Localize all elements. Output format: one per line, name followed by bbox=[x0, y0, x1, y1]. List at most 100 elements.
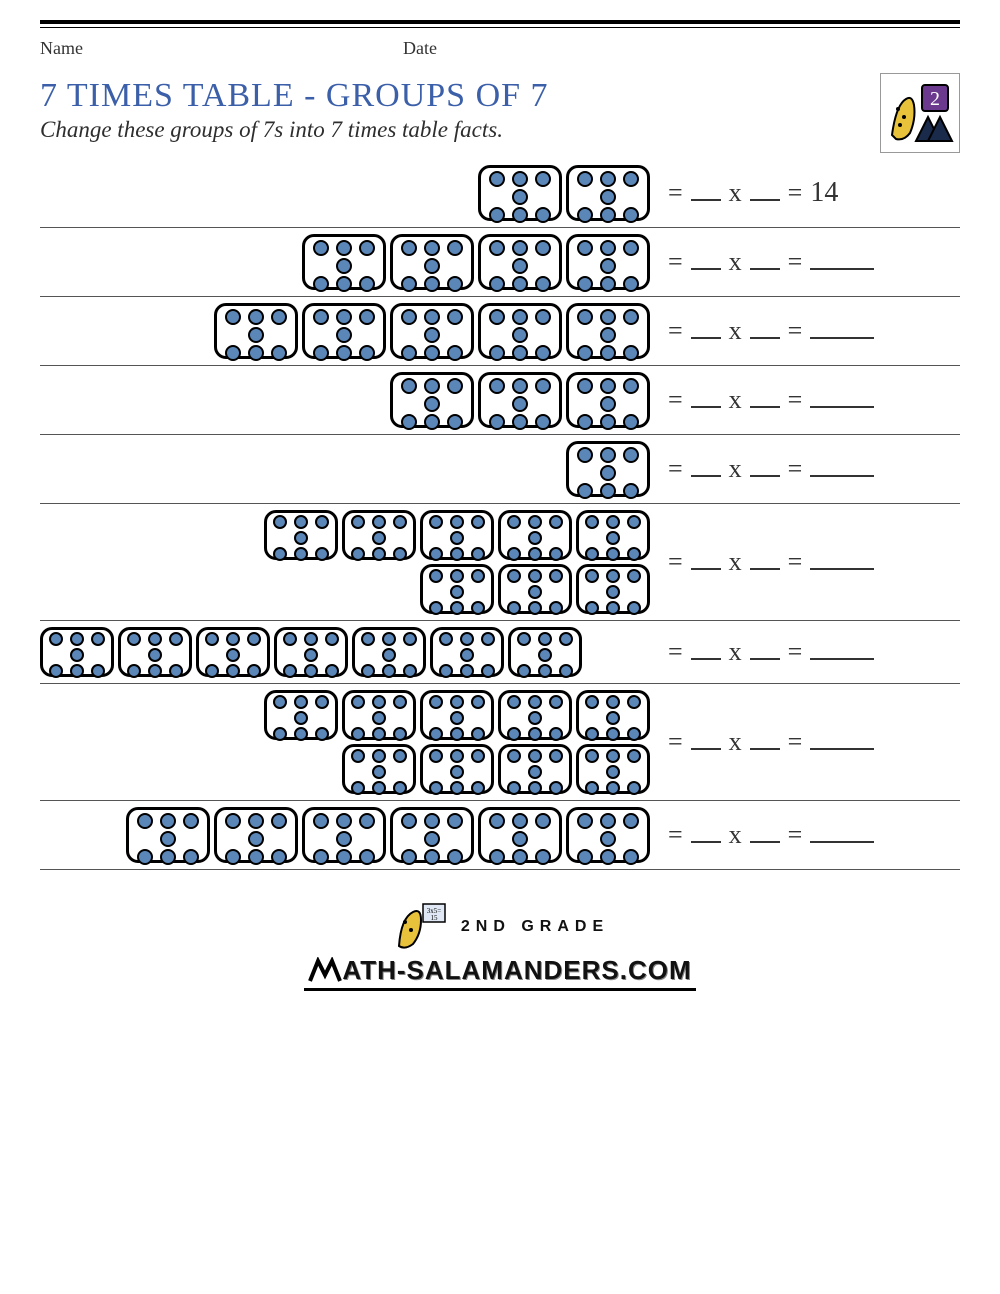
seven-tile bbox=[478, 303, 562, 359]
seven-tile bbox=[40, 627, 114, 677]
tiles-area bbox=[40, 165, 660, 221]
tiles-area bbox=[40, 372, 660, 428]
answer-blank[interactable] bbox=[810, 457, 874, 477]
equals-sign: = bbox=[788, 316, 803, 346]
seven-tile bbox=[302, 234, 386, 290]
seven-tile bbox=[498, 564, 572, 614]
salamander-logo-icon: 2 bbox=[882, 75, 958, 151]
equals-sign: = bbox=[788, 637, 803, 667]
seven-tile bbox=[342, 510, 416, 560]
problem-row: = x = 14 bbox=[40, 159, 960, 228]
equation-area: = x = bbox=[660, 637, 960, 667]
equation-area: = x = bbox=[660, 385, 960, 415]
problem-row: = x = bbox=[40, 801, 960, 870]
answer-blank[interactable] bbox=[810, 550, 874, 570]
problem-row: = x = bbox=[40, 228, 960, 297]
equation-area: = x = bbox=[660, 316, 960, 346]
problems-list: = x = 14 = x = bbox=[40, 159, 960, 870]
answer-blank[interactable] bbox=[810, 823, 874, 843]
footer-url-text: ATH-SALAMANDERS.COM bbox=[342, 955, 691, 985]
seven-tile bbox=[576, 510, 650, 560]
factor-blank[interactable] bbox=[750, 250, 780, 270]
header-row: 7 TIMES TABLE - GROUPS OF 7 Change these… bbox=[40, 73, 960, 159]
times-sign: x bbox=[729, 316, 742, 346]
factor-blank[interactable] bbox=[750, 640, 780, 660]
equals-sign: = bbox=[668, 178, 683, 208]
factor-blank[interactable] bbox=[750, 181, 780, 201]
factor-blank[interactable] bbox=[691, 457, 721, 477]
answer-blank[interactable] bbox=[810, 388, 874, 408]
seven-tile bbox=[390, 807, 474, 863]
equals-sign: = bbox=[788, 547, 803, 577]
seven-tile bbox=[430, 627, 504, 677]
seven-tile bbox=[566, 234, 650, 290]
equals-sign: = bbox=[788, 727, 803, 757]
times-sign: x bbox=[729, 547, 742, 577]
equals-sign: = bbox=[668, 385, 683, 415]
seven-tile bbox=[566, 165, 650, 221]
equals-sign: = bbox=[668, 727, 683, 757]
problem-row: = x = bbox=[40, 621, 960, 684]
factor-blank[interactable] bbox=[750, 457, 780, 477]
top-rule bbox=[40, 20, 960, 28]
seven-tile bbox=[566, 807, 650, 863]
seven-tile bbox=[498, 690, 572, 740]
page-title: 7 TIMES TABLE - GROUPS OF 7 bbox=[40, 77, 549, 115]
seven-tile bbox=[420, 744, 494, 794]
tiles-area bbox=[40, 807, 660, 863]
answer-value: 14 bbox=[810, 177, 838, 209]
seven-tile bbox=[214, 807, 298, 863]
answer-blank[interactable] bbox=[810, 250, 874, 270]
seven-tile bbox=[196, 627, 270, 677]
factor-blank[interactable] bbox=[750, 823, 780, 843]
equals-sign: = bbox=[668, 316, 683, 346]
seven-tile bbox=[420, 690, 494, 740]
answer-blank[interactable] bbox=[810, 730, 874, 750]
times-sign: x bbox=[729, 385, 742, 415]
factor-blank[interactable] bbox=[750, 388, 780, 408]
seven-tile bbox=[576, 690, 650, 740]
factor-blank[interactable] bbox=[691, 319, 721, 339]
tiles-area bbox=[200, 690, 660, 794]
factor-blank[interactable] bbox=[691, 550, 721, 570]
tiles-area bbox=[40, 303, 660, 359]
factor-blank[interactable] bbox=[750, 319, 780, 339]
equation-area: = x = bbox=[660, 547, 960, 577]
seven-tile bbox=[498, 510, 572, 560]
answer-blank[interactable] bbox=[810, 640, 874, 660]
seven-tile bbox=[264, 690, 338, 740]
factor-blank[interactable] bbox=[691, 250, 721, 270]
equation-area: = x = bbox=[660, 454, 960, 484]
factor-blank[interactable] bbox=[691, 640, 721, 660]
times-sign: x bbox=[729, 247, 742, 277]
problem-row: = x = bbox=[40, 504, 960, 621]
factor-blank[interactable] bbox=[750, 550, 780, 570]
factor-blank[interactable] bbox=[750, 730, 780, 750]
seven-tile bbox=[390, 234, 474, 290]
grade-logo: 2 bbox=[880, 73, 960, 153]
grade-badge-number: 2 bbox=[930, 88, 940, 110]
factor-blank[interactable] bbox=[691, 730, 721, 750]
factor-blank[interactable] bbox=[691, 388, 721, 408]
name-label: Name bbox=[40, 38, 83, 59]
times-sign: x bbox=[729, 820, 742, 850]
problem-row: = x = bbox=[40, 366, 960, 435]
seven-tile bbox=[498, 744, 572, 794]
tiles-area bbox=[40, 441, 660, 497]
answer-blank[interactable] bbox=[810, 319, 874, 339]
seven-tile bbox=[576, 564, 650, 614]
problem-row: = x = bbox=[40, 435, 960, 504]
equals-sign: = bbox=[788, 247, 803, 277]
seven-tile bbox=[478, 234, 562, 290]
factor-blank[interactable] bbox=[691, 823, 721, 843]
seven-tile bbox=[420, 510, 494, 560]
equals-sign: = bbox=[668, 820, 683, 850]
seven-tile bbox=[478, 165, 562, 221]
equals-sign: = bbox=[788, 178, 803, 208]
seven-tile bbox=[342, 744, 416, 794]
seven-tile bbox=[274, 627, 348, 677]
seven-tile bbox=[390, 303, 474, 359]
tiles-area bbox=[200, 510, 660, 614]
factor-blank[interactable] bbox=[691, 181, 721, 201]
equals-sign: = bbox=[668, 637, 683, 667]
